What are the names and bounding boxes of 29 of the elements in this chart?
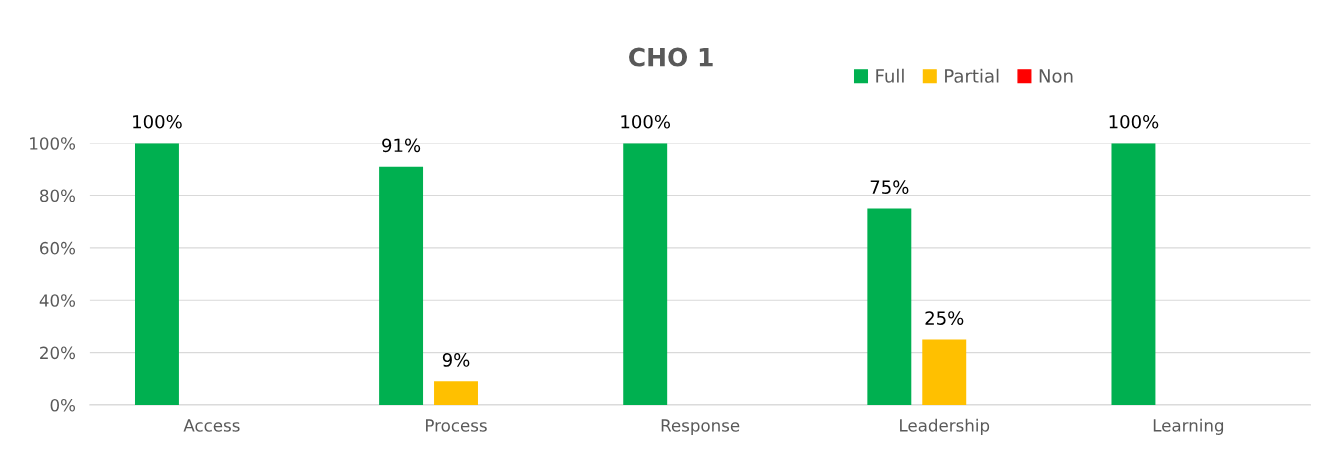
data-label: 100% (133, 114, 182, 129)
y-tick-label: 80% (40, 189, 76, 203)
x-tick-label: Learning (1153, 418, 1224, 435)
y-tick-label: 60% (40, 241, 76, 255)
bar (379, 166, 424, 405)
bar (623, 143, 668, 405)
x-tick-label: Access (183, 419, 240, 432)
bar (1111, 143, 1156, 405)
data-label: 75% (870, 180, 909, 195)
x-tick-label: Leadership (900, 418, 990, 435)
legend-label: Non (1039, 69, 1073, 83)
y-tick-label: 40% (39, 294, 76, 307)
x-tick-label: Process (426, 419, 487, 432)
y-tick-label: 20% (40, 346, 76, 360)
bar (867, 208, 912, 405)
bar (434, 381, 478, 405)
chart-title: CHO 1 (629, 47, 713, 67)
x-tick-label: Response (661, 419, 740, 435)
data-label: 100% (1109, 114, 1159, 129)
legend-label: Full (876, 68, 904, 83)
bar (922, 339, 967, 405)
y-tick-label: 0% (50, 398, 76, 412)
legend-label: Partial (945, 68, 999, 83)
data-label: 9% (442, 353, 470, 367)
data-label: 25% (925, 311, 964, 325)
bar (134, 143, 179, 405)
data-label: 91% (382, 138, 421, 153)
y-tick-label: 100% (30, 137, 76, 150)
data-label: 100% (621, 114, 671, 129)
